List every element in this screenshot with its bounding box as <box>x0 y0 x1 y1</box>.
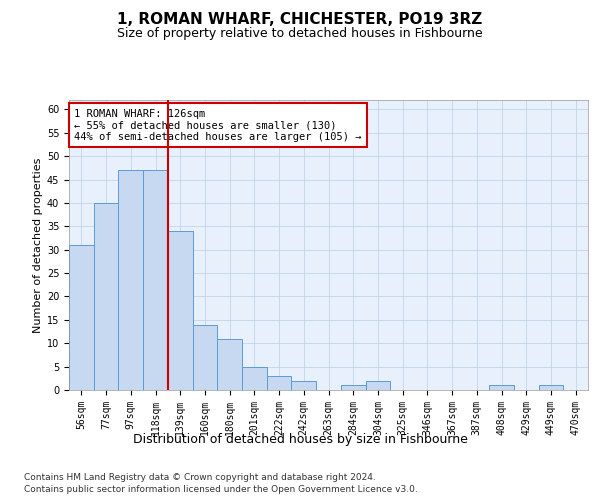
Text: Size of property relative to detached houses in Fishbourne: Size of property relative to detached ho… <box>117 28 483 40</box>
Bar <box>143 170 168 390</box>
Bar <box>217 338 242 390</box>
Text: 1 ROMAN WHARF: 126sqm
← 55% of detached houses are smaller (130)
44% of semi-det: 1 ROMAN WHARF: 126sqm ← 55% of detached … <box>74 108 362 142</box>
Text: Contains HM Land Registry data © Crown copyright and database right 2024.: Contains HM Land Registry data © Crown c… <box>24 472 376 482</box>
Bar <box>242 366 267 390</box>
Bar <box>118 170 143 390</box>
Bar <box>489 386 514 390</box>
Bar <box>69 245 94 390</box>
Bar <box>341 386 365 390</box>
Bar <box>94 203 118 390</box>
Text: 1, ROMAN WHARF, CHICHESTER, PO19 3RZ: 1, ROMAN WHARF, CHICHESTER, PO19 3RZ <box>118 12 482 28</box>
Y-axis label: Number of detached properties: Number of detached properties <box>32 158 43 332</box>
Bar <box>193 324 217 390</box>
Text: Distribution of detached houses by size in Fishbourne: Distribution of detached houses by size … <box>133 432 467 446</box>
Text: Contains public sector information licensed under the Open Government Licence v3: Contains public sector information licen… <box>24 485 418 494</box>
Bar <box>168 231 193 390</box>
Bar <box>365 380 390 390</box>
Bar <box>267 376 292 390</box>
Bar <box>292 380 316 390</box>
Bar <box>539 386 563 390</box>
